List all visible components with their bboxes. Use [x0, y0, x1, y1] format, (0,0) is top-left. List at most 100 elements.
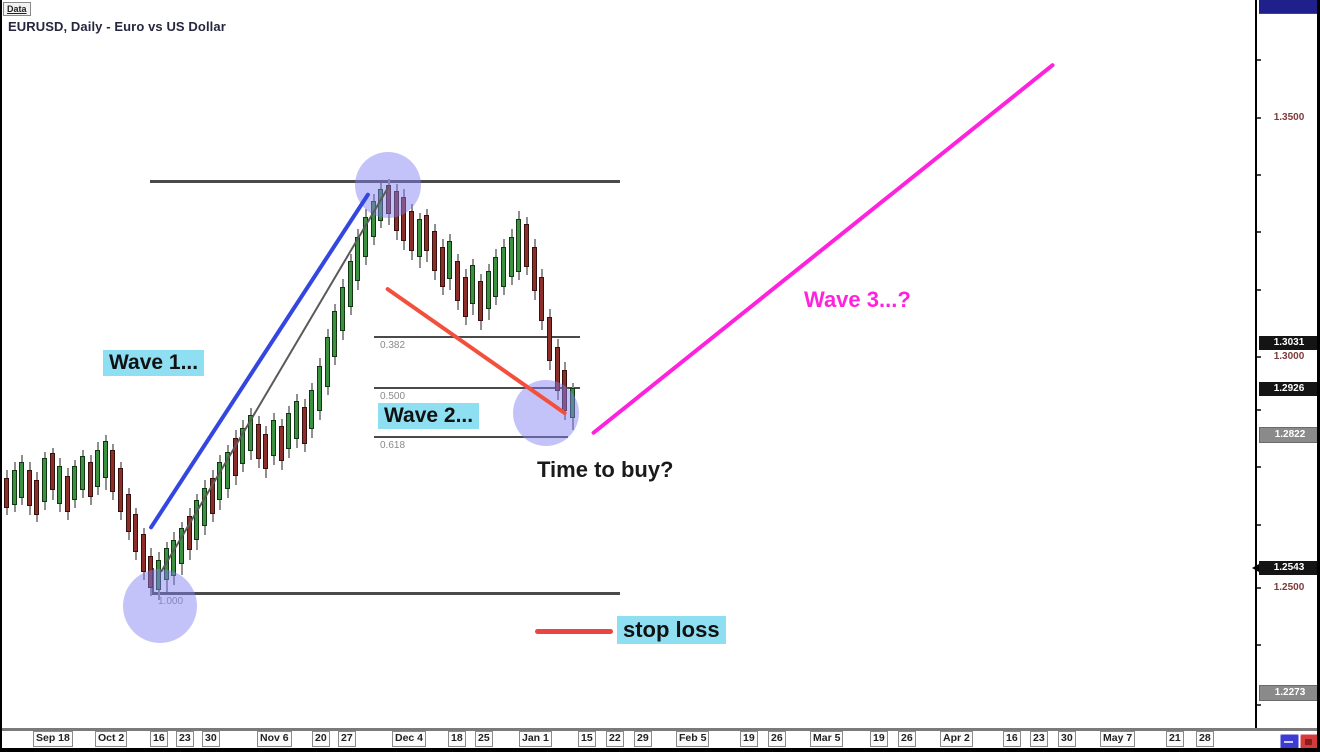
wave3-label: Wave 3...?	[804, 287, 911, 312]
candle-body	[156, 560, 161, 590]
highlight-circle	[355, 152, 421, 218]
date-label: 26	[768, 731, 786, 747]
fib-level-line-0.618	[374, 436, 568, 438]
candle-body	[271, 420, 276, 456]
fib-level-line-1.000	[152, 592, 620, 595]
date-axis[interactable]: Sep 18 Oct 2 16 23 30 Nov 6 20 27 Dec 4 18 25 Jan 1…	[0, 731, 1255, 748]
candle-body	[371, 201, 376, 237]
candle-body	[516, 219, 521, 272]
candle-body	[110, 450, 115, 492]
candle-body	[394, 191, 399, 231]
price-label: 1.2822	[1259, 427, 1320, 443]
fib-diagonal-line	[160, 185, 390, 573]
candle-body	[417, 219, 422, 257]
candle-body	[478, 281, 483, 321]
candle-body	[148, 556, 153, 588]
price-tick	[1257, 59, 1261, 61]
left-border	[0, 0, 2, 752]
candle-body	[401, 197, 406, 241]
candle-body	[501, 247, 506, 287]
candle-body	[4, 478, 9, 508]
candle-body	[317, 366, 322, 411]
axis-top-badge	[1259, 0, 1319, 14]
fib-level-label: 0.618	[380, 440, 406, 451]
wave3-projection-line	[590, 62, 1056, 436]
highlight-circle	[513, 380, 579, 446]
date-label: Mar 5	[810, 731, 844, 747]
date-label: 27	[338, 731, 356, 747]
wave2-label: Wave 2...	[378, 403, 480, 429]
candle-body	[217, 462, 222, 500]
candle-body	[27, 470, 32, 506]
date-label: Jan 1	[519, 731, 552, 747]
date-label: 15	[578, 731, 596, 747]
candle-body	[118, 468, 123, 512]
date-label: Apr 2	[940, 731, 973, 747]
candle-body	[256, 424, 261, 459]
price-axis[interactable]: 1.3500 1.3031 1.3000 1.2926 1.2822 1.2543 1.25…	[1252, 0, 1320, 728]
candle-body	[463, 277, 468, 317]
price-tick	[1257, 466, 1261, 468]
candle-body	[486, 271, 491, 309]
date-label: 18	[448, 731, 466, 747]
price-label: 1.2273	[1259, 685, 1320, 701]
date-label: 23	[1030, 731, 1048, 747]
date-label: 26	[898, 731, 916, 747]
candle-body	[57, 466, 62, 504]
candle-body	[263, 434, 268, 469]
candle-body	[187, 516, 192, 550]
date-label: Sep 18	[33, 731, 73, 747]
candle-body	[348, 261, 353, 307]
date-label: 21	[1166, 731, 1184, 747]
candle-body	[547, 317, 552, 361]
candle-body	[202, 488, 207, 526]
date-label: 16	[150, 731, 168, 747]
candle-body	[210, 478, 215, 514]
candle-body	[470, 265, 475, 304]
date-label: 16	[1003, 731, 1021, 747]
axis-separator	[0, 728, 1320, 731]
candle-body	[309, 390, 314, 429]
candle-body	[179, 528, 184, 564]
highlight-circle	[123, 569, 197, 643]
fib-anchor-vertical	[152, 568, 154, 593]
date-label: Nov 6	[257, 731, 292, 747]
candle-body	[80, 456, 85, 490]
candle-body	[171, 540, 176, 576]
price-label: 1.2543	[1252, 561, 1319, 575]
candle-body	[279, 426, 284, 461]
candle-body	[50, 453, 55, 490]
price-label: 1.3000	[1273, 351, 1305, 362]
stop-loss-legend-line	[535, 629, 613, 634]
date-label: 30	[1058, 731, 1076, 747]
candle-body	[72, 466, 77, 500]
price-tick	[1257, 704, 1261, 706]
price-tick	[1257, 231, 1261, 233]
candle-body	[103, 441, 108, 478]
candle-body	[325, 337, 330, 387]
price-tick	[1257, 524, 1261, 526]
price-tick	[1257, 356, 1261, 358]
candle-body	[12, 470, 17, 505]
date-label: Dec 4	[392, 731, 427, 747]
candle-body	[555, 347, 560, 391]
candle-body	[294, 401, 299, 439]
date-label: 20	[312, 731, 330, 747]
candle-body	[240, 428, 245, 464]
candle-body	[424, 215, 429, 251]
candlestick-chart-canvas[interactable]: 0.382 0.500 0.618 1.000	[0, 0, 1255, 728]
candle-body	[302, 407, 307, 444]
candle-body	[65, 476, 70, 512]
date-label: 25	[475, 731, 493, 747]
candle-body	[455, 261, 460, 301]
data-chip[interactable]: Data	[3, 2, 31, 16]
candle-body	[432, 231, 437, 271]
price-tick	[1257, 289, 1261, 291]
current-price-arrow-icon	[1252, 564, 1259, 572]
right-border	[1317, 0, 1320, 752]
candle-body	[447, 241, 452, 279]
price-label: 1.2926	[1259, 382, 1319, 396]
fib-level-line-0.382	[374, 336, 580, 338]
candle-body	[225, 452, 230, 489]
candle-body	[133, 514, 138, 552]
